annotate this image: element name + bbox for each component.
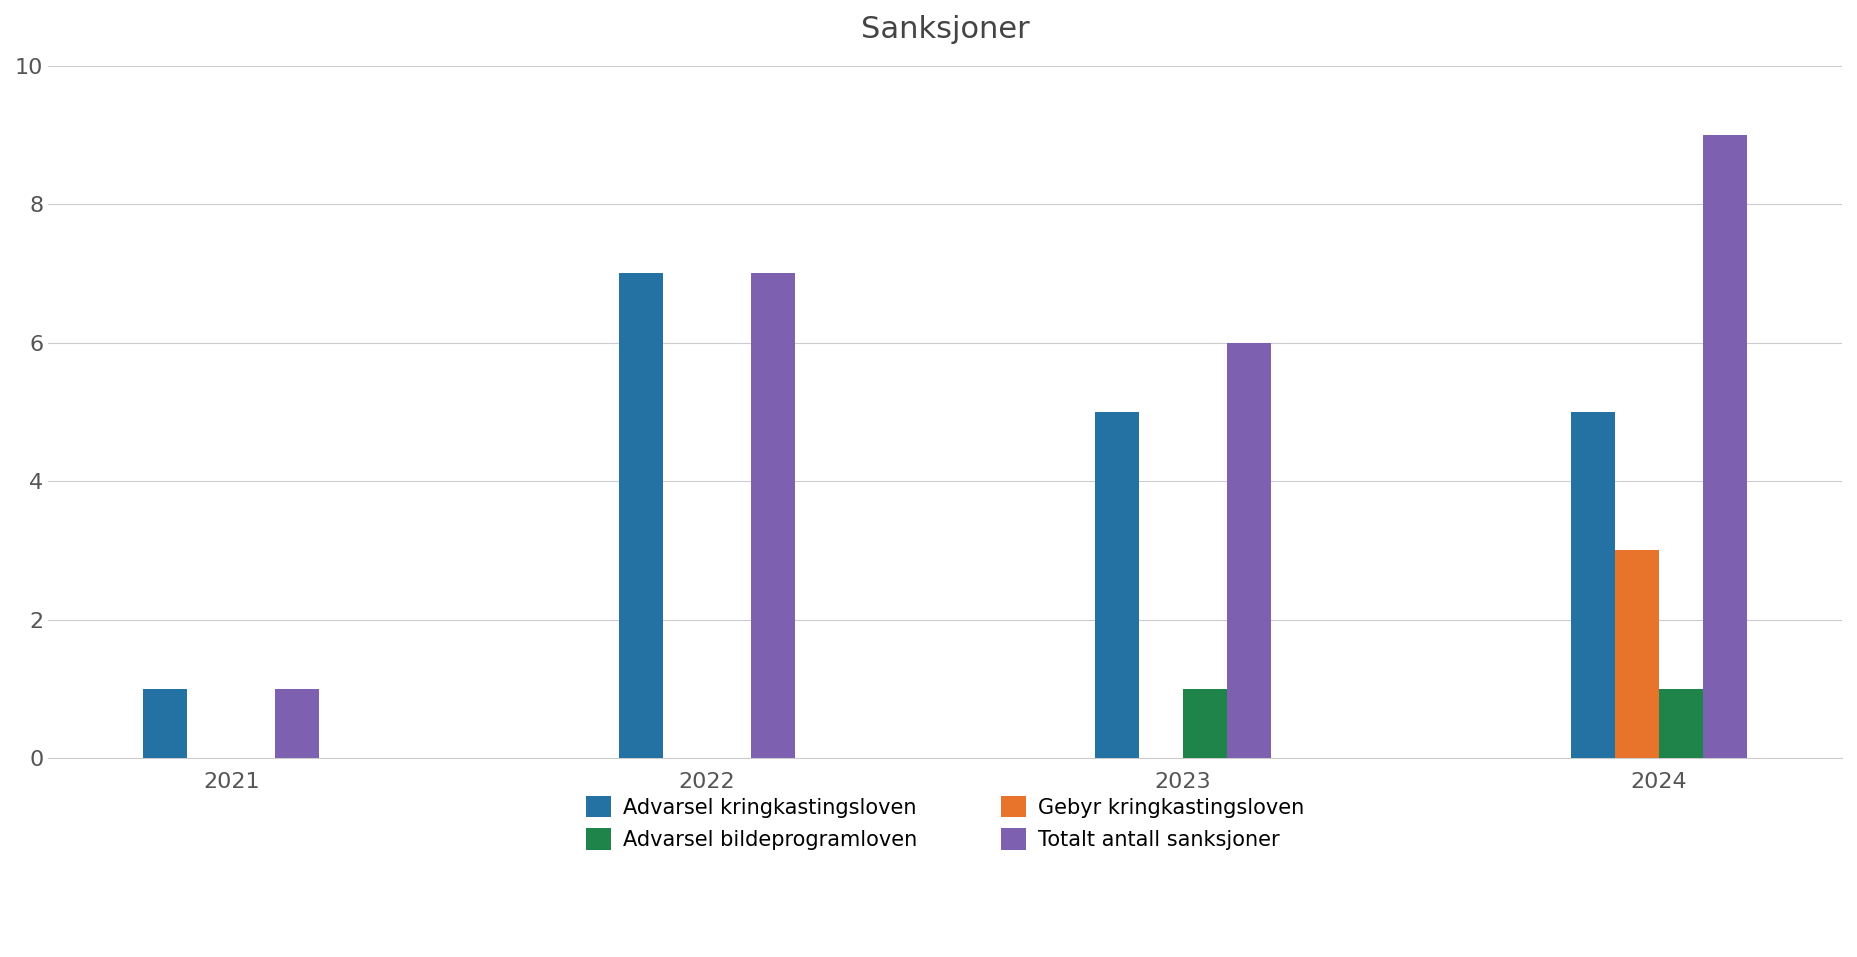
- Bar: [620, 274, 663, 758]
- Legend: Advarsel kringkastingsloven, Advarsel bildeprogramloven, Gebyr kringkastingslove: Advarsel kringkastingsloven, Advarsel bi…: [578, 788, 1313, 858]
- Bar: [1227, 343, 1270, 758]
- Bar: [1616, 550, 1658, 758]
- Bar: [750, 274, 795, 758]
- Bar: [1658, 689, 1703, 758]
- Bar: [143, 689, 188, 758]
- Bar: [1183, 689, 1227, 758]
- Bar: [1703, 135, 1747, 758]
- Bar: [1096, 412, 1138, 758]
- Bar: [1571, 412, 1616, 758]
- Title: Sanksjoner: Sanksjoner: [862, 15, 1029, 44]
- Bar: [275, 689, 319, 758]
